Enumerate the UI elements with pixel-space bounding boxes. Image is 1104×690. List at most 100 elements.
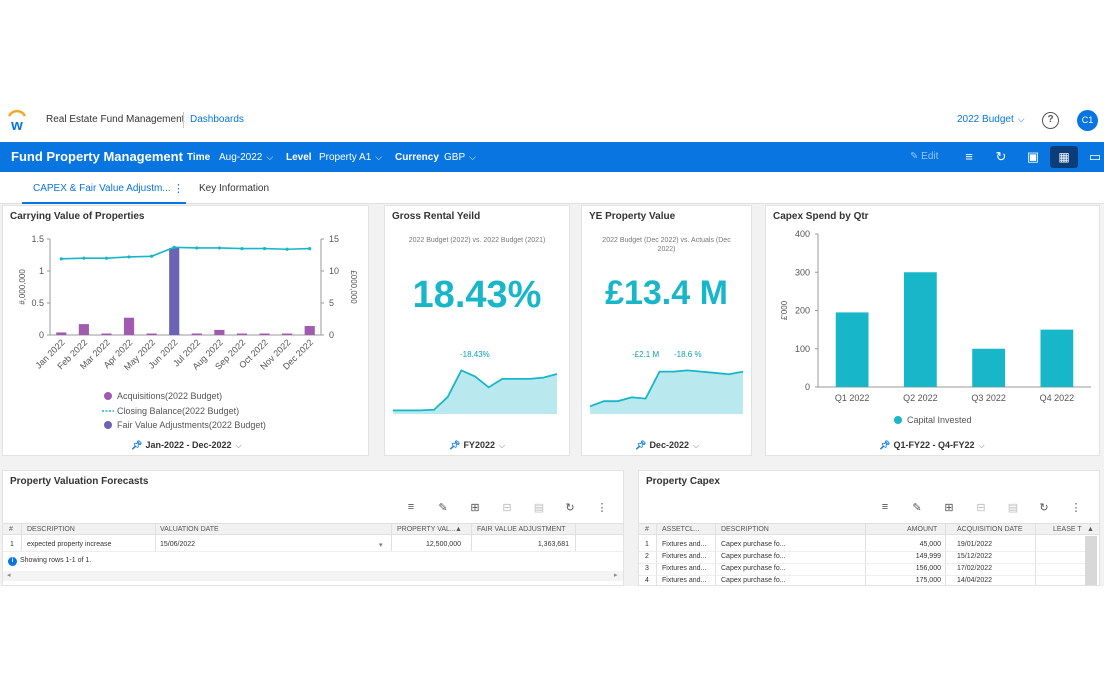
acquisition-date-cell[interactable]: 17/02/2022	[957, 565, 993, 572]
amount-cell[interactable]: 156,000	[915, 565, 941, 572]
acquisitions-bar	[123, 317, 135, 335]
active-tab-indicator	[22, 202, 186, 204]
vertical-scrollbar[interactable]	[1085, 536, 1097, 585]
column-header[interactable]: ACQUISITION DATE	[957, 526, 1023, 533]
save-icon[interactable]: ▤	[533, 502, 545, 514]
kpi-value: 18.43%	[412, 274, 542, 316]
x-tick-label: Q4 2022	[1040, 393, 1075, 403]
chevron-down-icon: ⌵	[1017, 114, 1025, 124]
delete-row-icon[interactable]: ⊟	[502, 502, 512, 514]
column-header[interactable]: #	[9, 526, 13, 533]
filter-icon[interactable]: ≡	[965, 149, 973, 164]
description-cell[interactable]: expected property increase	[27, 541, 112, 548]
currency-filter-dropdown[interactable]: GBP ⌵	[444, 152, 476, 163]
column-header[interactable]: DESCRIPTION	[27, 526, 75, 533]
save-icon[interactable]: ▤	[1007, 502, 1019, 514]
row-number: 4	[645, 577, 649, 584]
card-title: Gross Rental Yeild	[392, 211, 481, 222]
acquisition-date-cell[interactable]: 19/01/2022	[957, 541, 993, 548]
description-cell[interactable]: Capex purchase fo...	[721, 553, 786, 560]
avatar[interactable]: C1	[1077, 110, 1098, 131]
more-icon[interactable]: ⋮	[596, 502, 608, 514]
filter-icon[interactable]: ≡	[407, 501, 415, 513]
time-filter-dropdown[interactable]: Aug-2022 ⌵	[219, 152, 273, 163]
column-header[interactable]: ASSETCL...	[662, 526, 700, 533]
horizontal-scrollbar[interactable]: ◂ ▸	[3, 571, 623, 581]
card-title: YE Property Value	[589, 211, 676, 222]
page-title: Fund Property Management	[11, 149, 183, 164]
y-tick-label: 300	[795, 267, 810, 277]
refresh-icon[interactable]: ↻	[565, 502, 575, 514]
dashboards-link[interactable]: Dashboards	[190, 114, 244, 125]
more-icon[interactable]: ⋮	[1070, 502, 1082, 514]
column-header[interactable]: FAIR VALUE ADJUSTMENT	[477, 526, 566, 533]
legend-label: Acquisitions(2022 Budget)	[117, 391, 222, 401]
column-header[interactable]: LEASE T	[1053, 526, 1082, 533]
sparkline-area	[393, 370, 557, 414]
asset-class-cell[interactable]: Fixtures and...	[662, 565, 707, 572]
column-header[interactable]: #	[645, 526, 649, 533]
amount-cell[interactable]: 175,000	[915, 577, 941, 584]
column-header[interactable]: VALUATION DATE	[160, 526, 219, 533]
y2-tick-label: 15	[329, 234, 339, 244]
budget-selector-label: 2022 Budget	[957, 114, 1014, 125]
tab-capex[interactable]: CAPEX & Fair Value Adjustm...	[33, 183, 171, 194]
column-header[interactable]: DESCRIPTION	[721, 526, 769, 533]
closing-balance-point	[82, 256, 86, 260]
amount-cell[interactable]: 149,999	[915, 553, 941, 560]
asset-class-cell[interactable]: Fixtures and...	[662, 541, 707, 548]
asset-class-cell[interactable]: Fixtures and...	[662, 577, 707, 584]
edit-rows-icon[interactable]: ✎	[912, 502, 922, 514]
description-cell[interactable]: Capex purchase fo...	[721, 565, 786, 572]
gross-filter[interactable]: 📌︎ FY2022 ⌵	[449, 440, 505, 451]
scroll-left-icon[interactable]: ◂	[7, 572, 11, 579]
column-header[interactable]: AMOUNT	[907, 526, 938, 533]
edit-button[interactable]: ✎ Edit	[910, 151, 938, 162]
row-count-status: i Showing rows 1-1 of 1.	[8, 557, 91, 566]
amount-cell[interactable]: 45,000	[919, 541, 941, 548]
workday-logo-icon[interactable]: w	[6, 108, 28, 132]
sort-asc-icon[interactable]: ▲	[455, 526, 462, 533]
sparkline-line	[393, 369, 558, 412]
edit-rows-icon[interactable]: ✎	[438, 502, 448, 514]
help-icon[interactable]: ?	[1042, 112, 1059, 129]
property-value-cell[interactable]: 12,500,000	[425, 541, 461, 548]
description-cell[interactable]: Capex purchase fo...	[721, 577, 786, 584]
scroll-up-icon[interactable]: ▲	[1087, 526, 1094, 533]
add-row-icon[interactable]: ⊞	[470, 502, 480, 514]
column-header[interactable]: PROPERTY VAL...	[397, 526, 456, 533]
y-tick-label: 200	[795, 306, 810, 316]
card-title: Carrying Value of Properties	[10, 211, 145, 222]
refresh-icon[interactable]: ↻	[995, 149, 1007, 164]
refresh-icon[interactable]: ↻	[1039, 502, 1049, 514]
legend-swatch	[104, 392, 112, 400]
level-filter-dropdown[interactable]: Property A1 ⌵	[319, 152, 382, 163]
kpi-delta-amount: -£2.1 M	[632, 350, 660, 359]
acquisition-date-cell[interactable]: 14/04/2022	[957, 577, 993, 584]
delete-row-icon[interactable]: ⊟	[976, 502, 986, 514]
acquisitions-bar	[236, 333, 248, 335]
asset-class-cell[interactable]: Fixtures and...	[662, 553, 707, 560]
ye-filter[interactable]: 📌︎ Dec-2022 ⌵	[635, 440, 699, 451]
add-row-icon[interactable]: ⊞	[944, 502, 954, 514]
tab-key-information[interactable]: Key Information	[199, 183, 270, 194]
column-divider	[155, 523, 156, 551]
camera-icon[interactable]: ▣	[1026, 149, 1040, 164]
tab-menu-icon[interactable]: ⋮	[173, 183, 184, 195]
legend-label: Fair Value Adjustments(2022 Budget)	[117, 420, 266, 430]
acquisition-date-cell[interactable]: 15/12/2022	[957, 553, 993, 560]
description-cell[interactable]: Capex purchase fo...	[721, 541, 786, 548]
valuation-date-cell[interactable]: 15/06/2022	[160, 541, 196, 548]
filter-icon[interactable]: ≡	[881, 501, 889, 513]
capex-filter[interactable]: 📌︎ Q1-FY22 - Q4-FY22 ⌵	[879, 440, 985, 451]
row-number: 2	[645, 553, 649, 560]
grid-view-icon[interactable]: ▦	[1050, 146, 1078, 168]
column-divider	[575, 523, 576, 551]
row-divider	[639, 563, 1085, 564]
budget-selector[interactable]: 2022 Budget ⌵	[957, 114, 1025, 125]
adjustment-cell[interactable]: 1,363,681	[537, 541, 569, 548]
dropdown-arrow-icon[interactable]: ▾	[379, 542, 383, 549]
scroll-right-icon[interactable]: ▸	[614, 572, 618, 579]
carrying-filter[interactable]: 📌︎ Jan-2022 - Dec-2022 ⌵	[131, 440, 242, 451]
panel-icon[interactable]: ▭	[1088, 149, 1102, 164]
